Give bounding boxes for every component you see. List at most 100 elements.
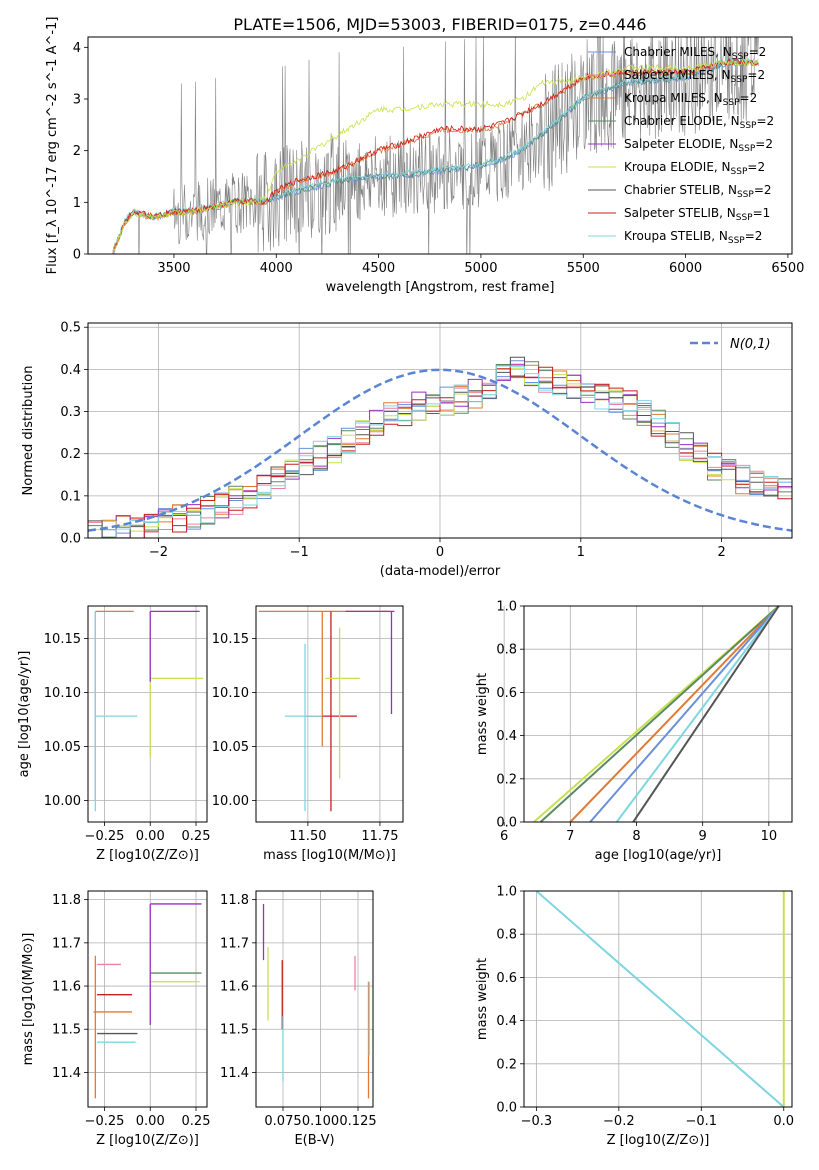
legend-entry-suffix: =2 — [740, 91, 758, 105]
plot-area — [112, 37, 759, 254]
y-tick-label: 0.0 — [496, 1101, 517, 1116]
normal-reference-curve — [88, 368, 792, 532]
y-tick-label: 0.8 — [496, 928, 517, 943]
legend-entry-text: Kroupa MILES, N — [624, 91, 723, 105]
y-tick-label: 1.0 — [496, 885, 517, 900]
y-tick-label: 10.15 — [44, 632, 81, 647]
x-tick-label: 0.125 — [339, 1114, 376, 1129]
y-tick-label: 10.15 — [212, 632, 249, 647]
plot-area — [262, 903, 370, 1099]
residual-histogram — [88, 365, 792, 538]
x-tick-label: 1 — [577, 545, 585, 560]
x-tick-label: 6 — [500, 829, 508, 844]
y-tick-label: 2 — [73, 144, 81, 159]
y-tick-label: 0.0 — [60, 532, 81, 547]
y-tick-label: 3 — [73, 93, 81, 108]
y-tick-label: 0.6 — [496, 686, 517, 701]
y-tick-label: 10.05 — [44, 740, 81, 755]
x-axis-label: Z [log10(Z/Z⊙)] — [96, 1133, 199, 1148]
plot-area — [93, 903, 202, 1099]
x-tick-label: 0.100 — [302, 1114, 339, 1129]
x-tick-label: 6500 — [771, 261, 804, 276]
model-spectrum-line — [112, 58, 759, 252]
x-tick-label: 6000 — [669, 261, 702, 276]
y-tick-label: 11.8 — [220, 893, 249, 908]
legend-entry-suffix: =2 — [747, 160, 765, 174]
x-axis-label: Z [log10(Z/Z⊙)] — [607, 1133, 710, 1148]
y-tick-label: 0.5 — [60, 321, 81, 336]
x-axis-label: Z [log10(Z/Z⊙)] — [96, 848, 199, 863]
x-tick-label: 0.25 — [182, 829, 211, 844]
legend-entry-suffix: =2 — [756, 114, 774, 128]
x-tick-label: 3500 — [157, 261, 190, 276]
legend-entry-text: Salpeter MILES, N — [624, 68, 731, 82]
legend-entry-text: Chabrier MILES, N — [624, 45, 732, 59]
x-tick-label: 0 — [436, 545, 444, 560]
axes-frame — [87, 322, 793, 539]
legend-entry: Kroupa ELODIE, NSSP=2 — [624, 160, 765, 177]
legend-entry-text: Salpeter STELIB, N — [624, 206, 736, 220]
x-tick-label: 8 — [632, 829, 640, 844]
y-axis-label: mass weight — [475, 958, 490, 1040]
y-tick-label: 0.4 — [496, 1014, 517, 1029]
legend-entry: Chabrier STELIB, NSSP=2 — [624, 183, 772, 200]
x-tick-label: 0.00 — [136, 829, 165, 844]
y-tick-label: 4 — [73, 41, 81, 56]
y-tick-label: 1.0 — [496, 600, 517, 615]
x-tick-label: 10 — [761, 829, 778, 844]
legend-entry: Salpeter MILES, NSSP=2 — [624, 68, 765, 85]
x-tick-label: −0.2 — [603, 1114, 635, 1129]
y-tick-label: 0.2 — [60, 447, 81, 462]
axes-frame — [87, 605, 208, 823]
x-tick-label: 0.075 — [264, 1114, 301, 1129]
legend-entry: Kroupa MILES, NSSP=2 — [624, 91, 757, 108]
chart-spectrum: 3500 4000 4500 5000 5500 6000 6500 0 1 2 3 4 wavelen… — [45, 17, 804, 295]
y-tick-label: 0.1 — [60, 489, 81, 504]
x-tick-label: 4500 — [362, 261, 395, 276]
model-spectrum-line — [112, 59, 759, 254]
legend-entry-text: Chabrier STELIB, N — [624, 183, 737, 197]
y-tick-label: 0.4 — [496, 729, 517, 744]
legend-entry-subscript: SSP — [738, 144, 755, 154]
y-axis-label: Flux [f_λ 10^-17 erg cm^-2 s^-1 A^-1] — [45, 17, 60, 275]
x-tick-label: 0.00 — [136, 1114, 165, 1129]
y-tick-label: 0.4 — [60, 363, 81, 378]
y-tick-label: 11.7 — [52, 936, 81, 951]
legend-entry-suffix: =2 — [749, 45, 767, 59]
chart-weight_vs_age: 6 7 8 9 10 0.0 0.2 0.4 0.6 0.8 1.0 age [log10(age/y… — [475, 600, 793, 863]
cumulative-weight-line — [535, 891, 785, 1107]
x-axis-label: (data-model)/error — [380, 564, 501, 579]
y-axis-label: Normed distribution — [21, 366, 36, 496]
legend-entry-suffix: =2 — [754, 183, 772, 197]
legend-entry-suffix: =2 — [745, 229, 763, 243]
legend-entry-subscript: SSP — [740, 121, 757, 131]
model-spectrum-line — [112, 59, 759, 254]
legend-entry-subscript: SSP — [723, 98, 740, 108]
x-tick-label: −1 — [290, 545, 309, 560]
chart-mass_vs_ebv: 0.075 0.100 0.125 11.4 11.5 11.6 11.7 11.8 E(B-V… — [220, 890, 377, 1148]
axes-frame — [523, 605, 793, 823]
chart-age_vs_Z: −0.25 0.00 0.25 10.00 10.05 10.10 10.15 Z [log1… — [17, 605, 211, 863]
model-spectrum-line — [112, 57, 759, 252]
y-tick-label: 0 — [73, 248, 81, 263]
y-axis-label: age [log10(age/yr)] — [17, 651, 32, 778]
x-axis-label: mass [log10(M/M⊙)] — [263, 848, 396, 863]
x-axis-label: E(B-V) — [294, 1133, 334, 1148]
cumulative-weight-line — [632, 606, 780, 822]
chart-residuals: −2 −1 0 1 2 0.0 0.1 0.2 0.3 0.4 0.5 (data-model)/er… — [21, 321, 793, 579]
legend-entry: Kroupa STELIB, NSSP=2 — [624, 229, 762, 246]
y-tick-label: 0.8 — [496, 643, 517, 658]
y-tick-label: 11.5 — [220, 1023, 249, 1038]
legend-entry-text: Kroupa ELODIE, N — [624, 160, 731, 174]
legend-entry-subscript: SSP — [737, 190, 754, 200]
axes-frame — [255, 605, 404, 823]
y-tick-label: 10.05 — [212, 740, 249, 755]
y-tick-label: 0.2 — [496, 772, 517, 787]
plot-area — [94, 610, 204, 812]
cumulative-weight-line — [569, 606, 780, 822]
legend-entry: Chabrier MILES, NSSP=2 — [624, 45, 766, 62]
legend-entry-text: Chabrier ELODIE, N — [624, 114, 740, 128]
axes-frame — [255, 890, 374, 1108]
